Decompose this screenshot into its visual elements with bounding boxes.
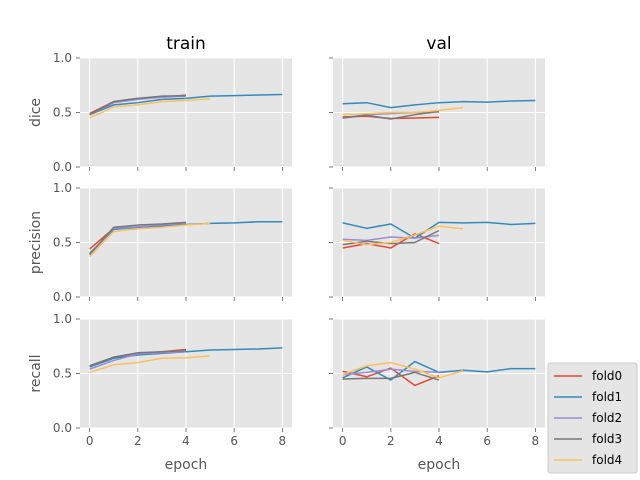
x-tick-label: 0 <box>339 434 347 448</box>
x-tick-label: 0 <box>86 434 94 448</box>
panel-recall-val: 0 2 4 6 8 epoch <box>329 318 545 473</box>
y-tick-label: 0.5 <box>53 106 72 120</box>
legend-label-fold0: fold0 <box>592 369 622 383</box>
y-tick-label: 0.0 <box>53 160 72 174</box>
panel-recall-train: 0 2 4 6 8 0.0 0.5 1.0 recall epoch <box>28 312 292 473</box>
series-line-fold2 <box>342 234 440 242</box>
legend-label-fold4: fold4 <box>592 453 622 467</box>
legend-label-fold3: fold3 <box>592 432 622 446</box>
subplot-grid: 0.00.51.0traindiceval0.00.51.0precision0… <box>28 34 545 473</box>
series-line-fold4 <box>89 222 211 258</box>
series-line-fold2 <box>89 350 187 370</box>
x-tick-label: 8 <box>532 434 540 448</box>
y-tick-label: 1.0 <box>53 312 72 326</box>
x-tick-label: 2 <box>134 434 142 448</box>
series-line-fold4 <box>342 361 464 379</box>
legend-label-fold2: fold2 <box>592 411 622 425</box>
x-tick-label: 2 <box>387 434 395 448</box>
series-line-fold3 <box>89 349 187 367</box>
series-line-fold1 <box>342 221 536 239</box>
y-tick-label: 0.0 <box>53 421 72 435</box>
y-tick-label: 0.5 <box>53 367 72 381</box>
legend: fold0 fold1 fold2 fold3 fold4 <box>547 362 638 474</box>
x-axis-label: epoch <box>418 457 461 473</box>
series-line-fold4 <box>89 355 211 374</box>
series-line-fold4 <box>342 106 464 116</box>
series-line-fold3 <box>89 94 187 116</box>
y-tick-label: 0.0 <box>53 290 72 304</box>
column-title-val: val <box>426 34 451 54</box>
series-line-fold1 <box>342 99 536 109</box>
series-line-fold4 <box>342 225 464 246</box>
legend-label-fold1: fold1 <box>592 390 622 404</box>
series-line-fold1 <box>89 93 283 116</box>
x-tick-label: 6 <box>230 434 238 448</box>
panel-dice-val: val <box>329 34 545 171</box>
x-tick-label: 6 <box>483 434 491 448</box>
x-tick-label: 4 <box>182 434 190 448</box>
x-tick-label: 8 <box>279 434 287 448</box>
panel-precision-train: 0.0 0.5 1.0 precision <box>28 181 292 304</box>
y-axis-label-precision: precision <box>28 211 44 274</box>
series-line-fold3 <box>342 371 440 381</box>
series-line-fold3 <box>89 221 187 255</box>
legend-box <box>547 362 638 474</box>
y-axis-label-dice: dice <box>28 98 44 127</box>
x-axis-label: epoch <box>165 457 208 473</box>
series-line-fold0 <box>342 367 440 387</box>
y-tick-label: 0.5 <box>53 236 72 250</box>
column-title-train: train <box>166 34 206 54</box>
y-tick-label: 1.0 <box>53 51 72 65</box>
x-tick-label: 4 <box>435 434 443 448</box>
panel-precision-val <box>329 187 545 301</box>
series-line-fold4 <box>89 98 211 119</box>
panel-dice-train: 0.0 0.5 1.0 train dice <box>28 34 292 174</box>
y-tick-label: 1.0 <box>53 181 72 195</box>
y-axis-label-recall: recall <box>28 354 44 392</box>
series-line-fold3 <box>342 110 440 120</box>
